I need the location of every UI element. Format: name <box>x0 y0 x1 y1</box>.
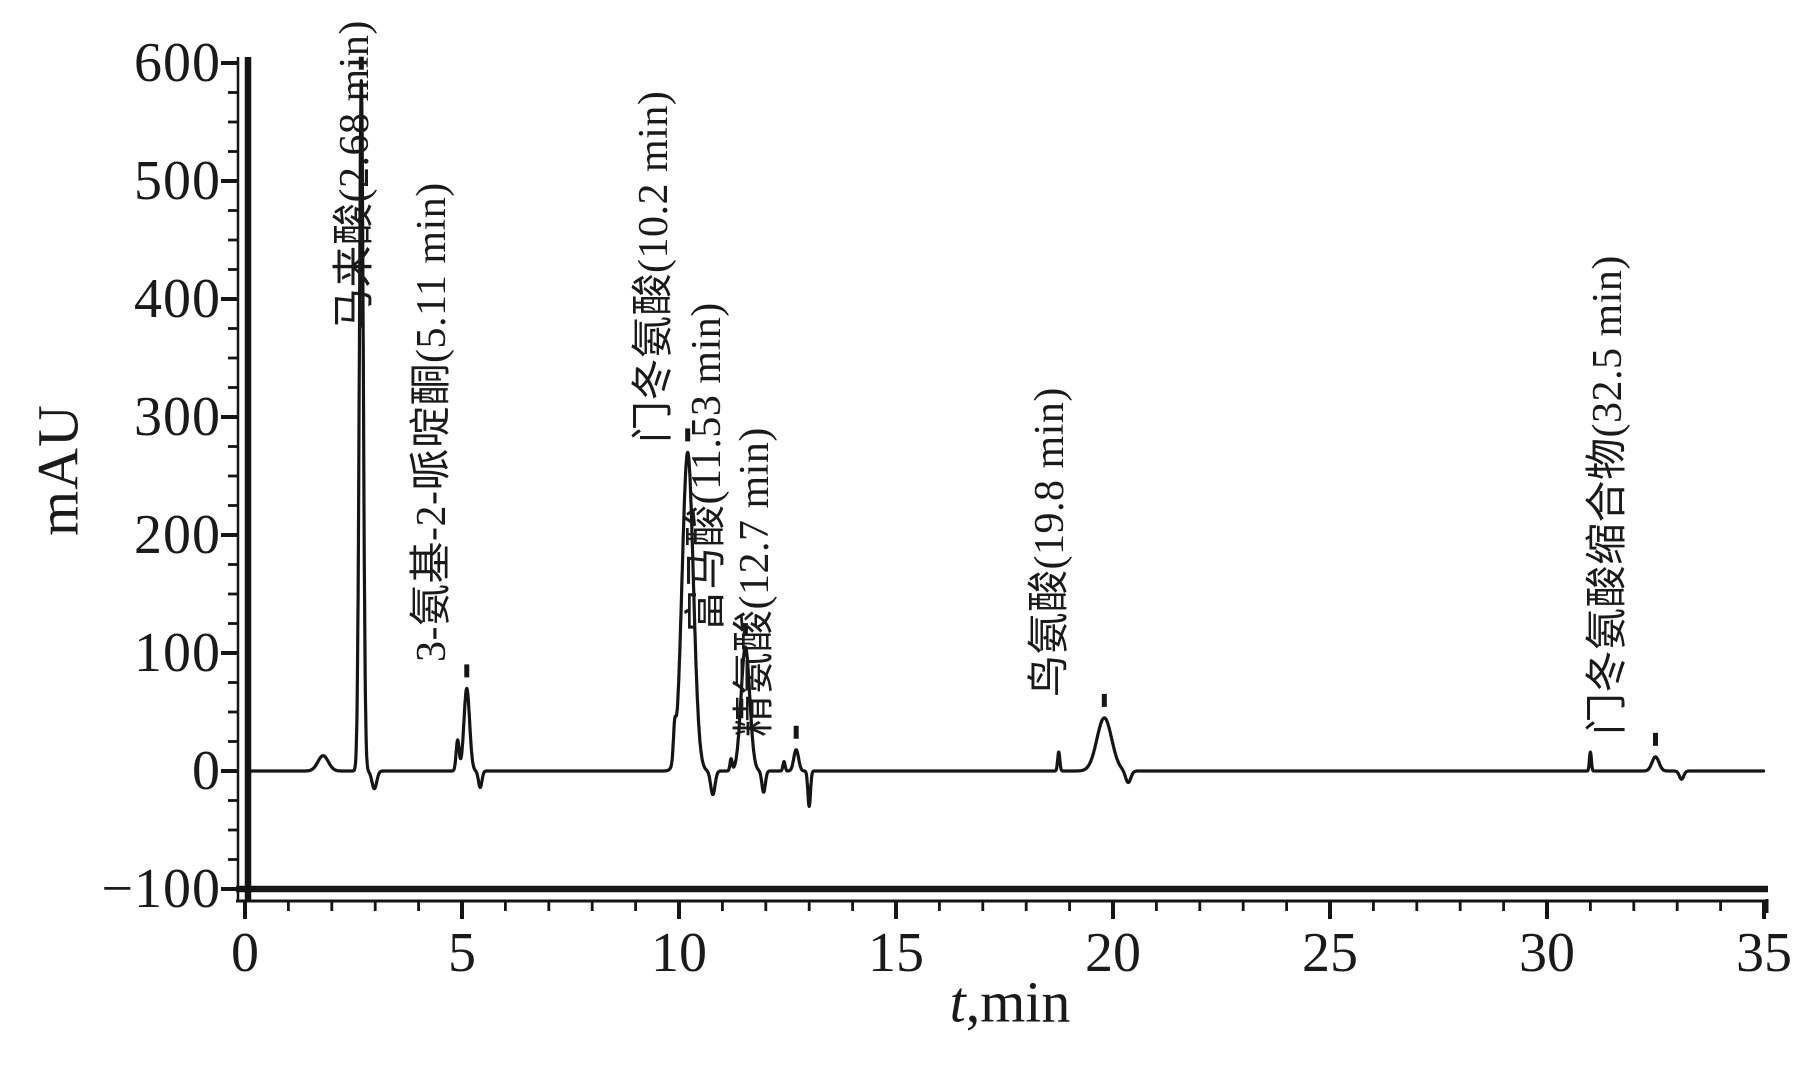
y-tick-label: 200 <box>134 504 221 566</box>
y-tick-label: 400 <box>134 268 221 330</box>
peak-label-maleic-acid: 马来酸(2.68 min) <box>332 20 379 330</box>
y-tick-label: 100 <box>134 622 221 684</box>
x-tick-label: 5 <box>448 922 476 984</box>
y-tick-label: 300 <box>134 386 221 448</box>
x-tick-label: 20 <box>1085 922 1141 984</box>
peak-label-arginine: 精氨酸(12.7 min) <box>732 427 779 737</box>
y-tick-label: −100 <box>101 858 221 920</box>
peak-label-fumaric-acid: 富马酸(11.53 min) <box>684 302 731 632</box>
y-tick-label: 600 <box>134 32 221 94</box>
trace-path <box>245 79 1766 808</box>
peak-label-3-amino-2-piperidone: 3-氨基-2-哌啶酮(5.11 min) <box>408 182 455 662</box>
y-tick-label: 0 <box>192 740 221 802</box>
x-tick-label: 30 <box>1519 922 1575 984</box>
x-axis-title-unit: ,min <box>965 969 1071 1035</box>
x-tick-label: 10 <box>651 922 707 984</box>
peak-label-ornithine: 鸟氨酸(19.8 min) <box>1027 387 1074 697</box>
x-tick-label: 35 <box>1736 922 1792 984</box>
x-tick-label: 25 <box>1302 922 1358 984</box>
x-tick-label: 15 <box>868 922 924 984</box>
peak-label-aspartic-acid: 门冬氨酸(10.2 min) <box>630 90 677 443</box>
x-axis-title-variable: t <box>949 969 966 1035</box>
x-tick-label: 0 <box>231 922 259 984</box>
y-tick-label: 500 <box>134 150 221 212</box>
peak-label-aspartate-condensate: 门冬氨酸缩合物(32.5 min) <box>1584 255 1631 735</box>
x-axis-title: t,min <box>950 969 1071 1036</box>
